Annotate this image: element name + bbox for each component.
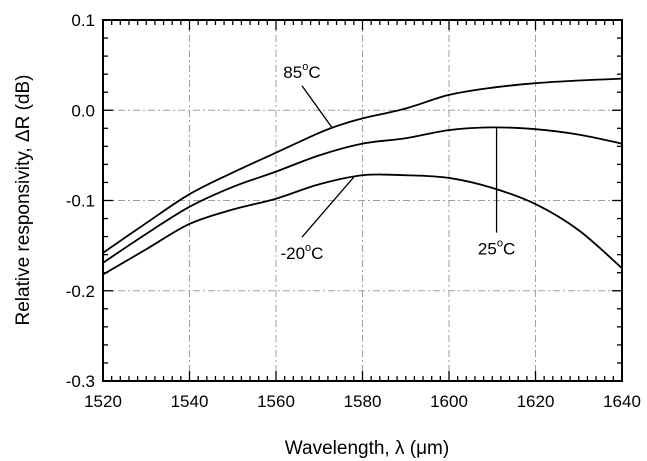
x-tick-label: 1640 — [603, 392, 641, 411]
series-line-minus20C — [102, 173, 623, 276]
y-tick-label: 0.1 — [71, 11, 95, 30]
leader-line-85C — [301, 85, 333, 129]
tick-marks — [102, 19, 623, 382]
y-axis-label: Relative responsivity, ΔR (dB) — [13, 75, 34, 326]
leader-line-minus20C — [301, 176, 355, 238]
x-tick-label: 1520 — [84, 392, 122, 411]
x-tick-label: 1600 — [430, 392, 468, 411]
x-axis-label: Wavelength, λ (μm) — [285, 438, 449, 459]
x-tick-label: 1580 — [344, 392, 382, 411]
y-tick-label: -0.1 — [66, 192, 95, 211]
series-annotations: 85oC 25oC -20oC — [280, 61, 515, 263]
y-tick-labels: -0.3 -0.2 -0.1 0.0 0.1 — [66, 11, 95, 391]
y-tick-label: -0.2 — [66, 282, 95, 301]
y-tick-label: -0.3 — [66, 372, 95, 391]
x-tick-label: 1540 — [171, 392, 209, 411]
y-tick-label: 0.0 — [71, 101, 95, 120]
series-line-25C — [102, 126, 623, 264]
series-lines — [102, 77, 623, 276]
series-label-25C: 25oC — [478, 238, 515, 259]
annotation-leaders — [301, 85, 498, 238]
x-tick-label: 1620 — [517, 392, 555, 411]
series-label-minus20C: -20oC — [280, 242, 323, 263]
x-tick-labels: 1520 1540 1560 1580 1600 1620 1640 — [84, 392, 641, 411]
grid-lines — [103, 20, 622, 381]
series-label-85C: 85oC — [283, 61, 320, 82]
series-line-85C — [102, 77, 623, 254]
x-tick-label: 1560 — [257, 392, 295, 411]
